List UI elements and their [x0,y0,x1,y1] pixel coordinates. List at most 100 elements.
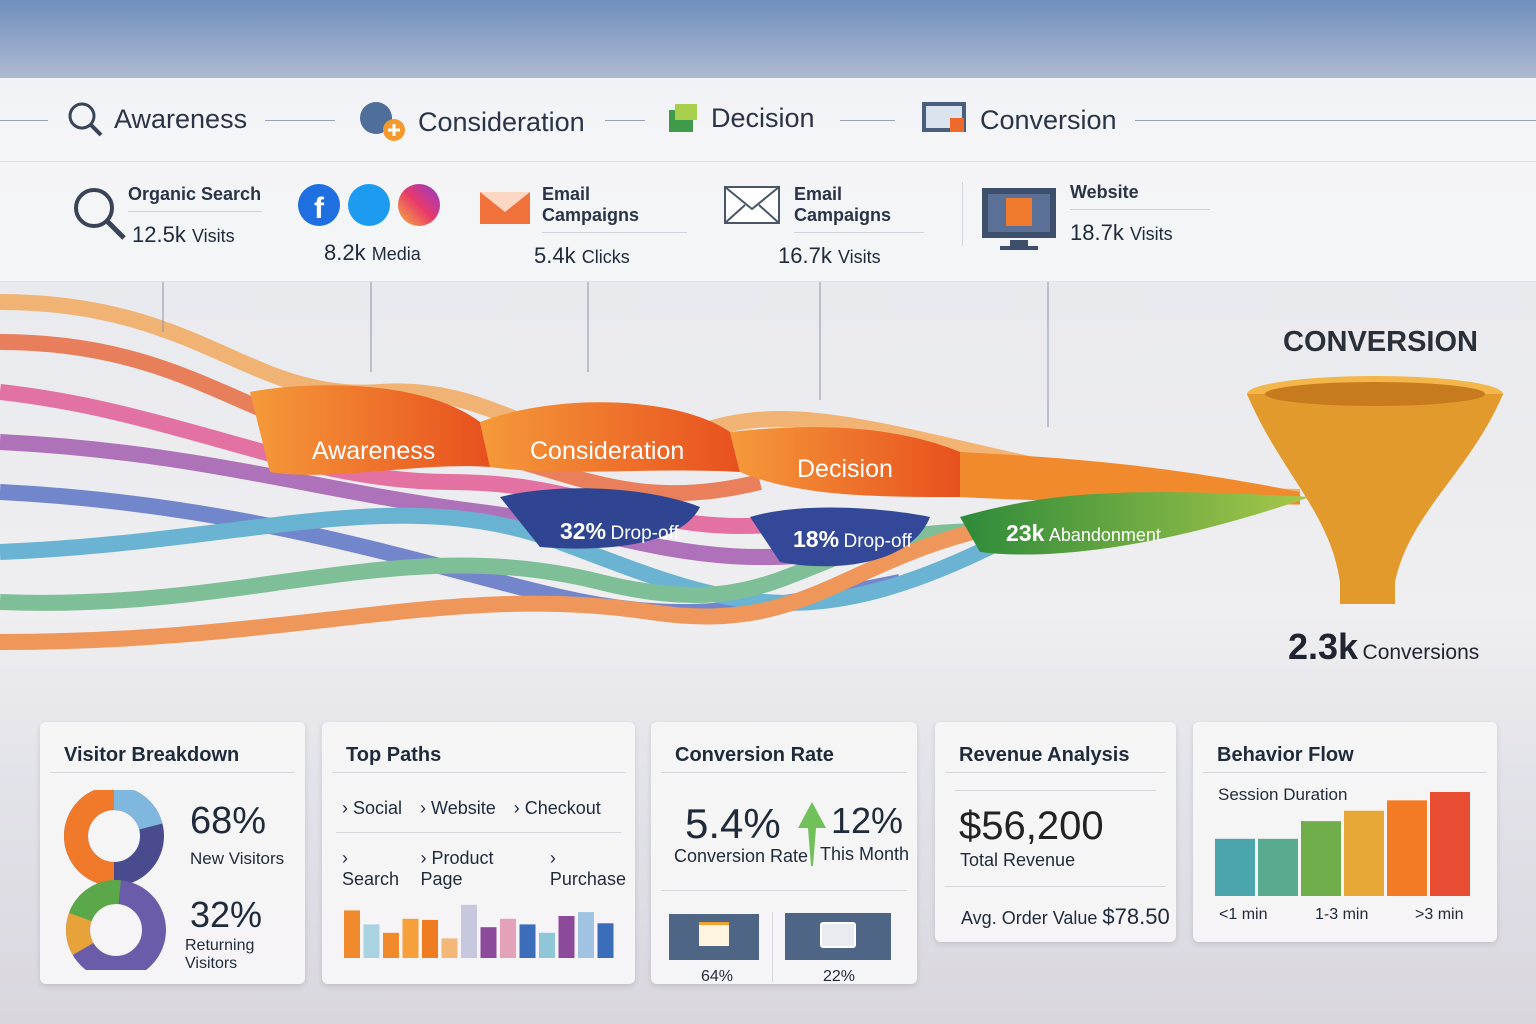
divider [1135,120,1536,121]
stage-decision[interactable]: Decision [665,100,815,136]
source-value: 16.7k Visits [778,243,881,268]
traffic-sources: Organic Search 12.5k Visits f 8.2k Media… [0,162,1536,282]
bar [578,912,594,958]
search-icon [74,188,126,240]
flow-band-awareness [250,385,490,475]
tile-value: 22% [823,968,856,985]
paths-bar-chart [344,904,614,958]
returning-visitors-label: Returning Visitors [185,937,255,972]
conversion-rate-label: Conversion Rate [674,846,809,866]
source-value: 18.7k Visits [1070,220,1173,245]
card-title: Conversion Rate [675,744,834,766]
bar [1258,838,1298,896]
bar [461,904,477,958]
path-row[interactable]: › Social › Website › Checkout [342,798,601,818]
bar [500,918,516,958]
bar [1387,800,1427,896]
dropoff-band-1 [500,488,700,549]
dropoff-label: 32% Drop-off [560,518,679,544]
bar [480,927,497,958]
flow-label-consideration: Consideration [530,437,685,465]
card-title: Behavior Flow [1217,744,1354,766]
source-value: 8.2k Media [324,240,421,265]
bar [383,932,399,958]
chart-subtitle: Session Duration [1218,785,1348,804]
flow-band-decision [730,427,960,497]
returning-visitors-pct: 32% [190,894,263,935]
stage-awareness[interactable]: Awareness [66,100,247,138]
axis-label: >3 min [1415,906,1464,923]
twitter-icon [348,184,390,226]
stage-consideration[interactable]: Consideration [356,100,585,144]
dropoff-band-3 [960,492,1310,555]
bar [363,924,380,958]
avg-order-value: Avg. Order Value $78.50 [961,904,1170,929]
stage-label: Consideration [418,106,585,137]
user-plus-icon [360,102,405,141]
arrow [265,120,335,121]
total-revenue-label: Total Revenue [960,850,1076,870]
bar [539,932,555,958]
visitor-breakdown-card: Visitor Breakdown 68% New Visitors 32% R… [40,722,305,984]
dropoff-label: 18% Drop-off [793,526,912,552]
conversions-count: 2.3k Conversions [1288,626,1480,667]
monitor-cart-icon [922,102,966,132]
flow-label-decision: Decision [797,455,893,483]
card-title: Top Paths [346,744,442,766]
behavior-flow-card: Behavior Flow Session Duration <1 min 1-… [1193,722,1497,942]
bar [1301,821,1341,896]
flow-band-consideration [480,402,740,472]
session-duration-chart [1215,792,1470,896]
source-email-clicks[interactable]: Email Campaigns 5.4k Clicks [480,184,687,269]
arrow [605,120,645,121]
axis-label: 1-3 min [1315,906,1369,923]
card-title: Visitor Breakdown [64,744,240,766]
bar [519,924,536,958]
customer-journey-flow [0,282,1503,650]
bar [1215,838,1255,896]
abandonment-label: 23k Abandonment [1006,520,1161,546]
arrow [840,120,895,121]
stage-conversion[interactable]: Conversion [920,100,1117,140]
bar [1344,810,1384,896]
cube-icon [669,104,697,132]
facebook-icon: f [298,184,340,226]
source-social-media[interactable]: f 8.2k Media [298,184,440,266]
axis-label: <1 min [1219,906,1268,923]
source-label: Website [1070,182,1210,210]
source-email-visits[interactable]: Email Campaigns 16.7k Visits [724,184,924,269]
revenue-analysis-card: Revenue Analysis $56,200 Total Revenue A… [935,722,1176,942]
flow-band-decision-tail [960,452,1300,504]
card-title: Revenue Analysis [959,744,1130,766]
envelope-open-icon [480,192,530,224]
screen-icon[interactable] [785,913,891,960]
conversion-rate-value: 5.4% [685,800,781,847]
social-icons: f [298,184,440,226]
connector-lines [162,282,1049,427]
source-website[interactable]: Website 18.7k Visits [982,182,1210,250]
bar [402,918,419,958]
monthly-change-value: 12% [831,800,904,841]
stage-label: Conversion [980,104,1117,135]
chat-icon[interactable] [669,914,759,960]
bar [344,910,360,958]
bar [422,919,438,958]
monitor-icon [982,188,1056,250]
stage-label: Decision [711,102,815,133]
path-row[interactable]: › Search › Product Page › Purchase [342,848,626,889]
divider [962,182,963,246]
conversion-rate-card: Conversion Rate 5.4% Conversion Rate 12%… [651,722,917,985]
visitor-donut-charts [64,790,166,970]
envelope-icon [724,186,780,224]
up-arrow-icon [798,802,826,866]
stage-label: Awareness [114,103,248,134]
flow-label-awareness: Awareness [312,437,436,465]
tile-value: 64% [701,968,734,985]
source-value: 12.5k Visits [132,222,235,247]
bar [558,916,575,958]
source-label: Organic Search [128,184,262,212]
bar [1430,792,1470,896]
source-organic-search[interactable]: Organic Search 12.5k Visits [72,184,262,248]
bar [597,923,614,958]
top-paths-card: Top Paths › Social › Website › Checkout › … [322,722,635,984]
